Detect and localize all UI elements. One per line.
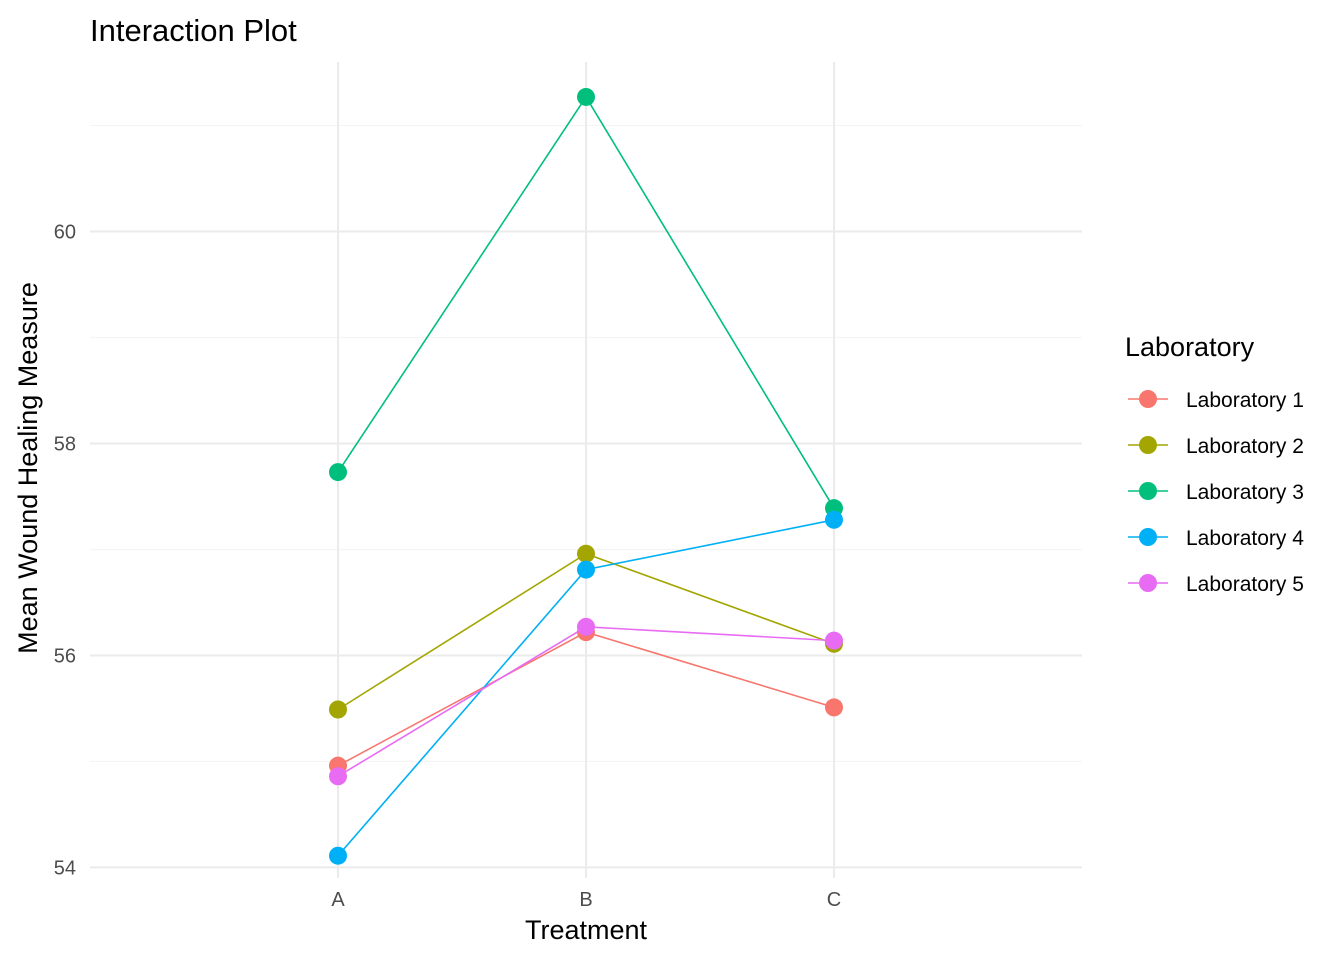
- y-tick-label: 60: [54, 222, 76, 244]
- legend-item-laboratory-2: Laboratory 2: [1128, 435, 1304, 458]
- y-tick-label: 54: [54, 857, 76, 879]
- y-tick-label: 56: [54, 645, 76, 667]
- x-tick-label: C: [827, 889, 841, 911]
- legend-title: Laboratory: [1125, 332, 1255, 362]
- legend-label: Laboratory 5: [1186, 573, 1304, 596]
- legend-label: Laboratory 4: [1186, 527, 1304, 550]
- legend-item-laboratory-4: Laboratory 4: [1128, 527, 1304, 550]
- legend-key-point: [1139, 390, 1157, 408]
- data-point-laboratory-5: [825, 631, 843, 650]
- legend-items: Laboratory 1 Laboratory 2 Laboratory 3 Labo…: [1128, 389, 1304, 596]
- x-tick-label: A: [331, 889, 345, 911]
- data-point-laboratory-1: [825, 698, 843, 717]
- x-tick-label: B: [579, 889, 592, 911]
- legend-key-point: [1139, 482, 1157, 500]
- data-point-laboratory-4: [329, 846, 347, 865]
- legend-label: Laboratory 3: [1186, 481, 1304, 504]
- data-point-laboratory-4: [825, 510, 843, 529]
- data-point-laboratory-3: [329, 463, 347, 482]
- legend-key-point: [1139, 574, 1157, 592]
- series-layer: [329, 87, 843, 865]
- y-tick-label: 58: [54, 434, 76, 456]
- grid-lines: [90, 62, 1082, 878]
- legend-key-point: [1139, 528, 1157, 546]
- legend-item-laboratory-5: Laboratory 5: [1128, 573, 1304, 596]
- legend-key-point: [1139, 436, 1157, 454]
- x-axis-title: Treatment: [525, 915, 648, 945]
- data-point-laboratory-2: [329, 700, 347, 719]
- chart-title: Interaction Plot: [90, 13, 297, 48]
- axis-labels: 54 56 58 60 A B C: [54, 222, 841, 911]
- legend-label: Laboratory 1: [1186, 389, 1304, 412]
- data-point-laboratory-2: [577, 544, 595, 563]
- legend-item-laboratory-1: Laboratory 1: [1128, 389, 1304, 412]
- data-point-laboratory-4: [577, 560, 595, 579]
- data-point-laboratory-5: [329, 767, 347, 786]
- data-point-laboratory-3: [577, 87, 595, 106]
- legend-label: Laboratory 2: [1186, 435, 1304, 458]
- y-axis-title: Mean Wound Healing Measure: [13, 282, 43, 654]
- data-point-laboratory-5: [577, 617, 595, 636]
- legend-item-laboratory-3: Laboratory 3: [1128, 481, 1304, 504]
